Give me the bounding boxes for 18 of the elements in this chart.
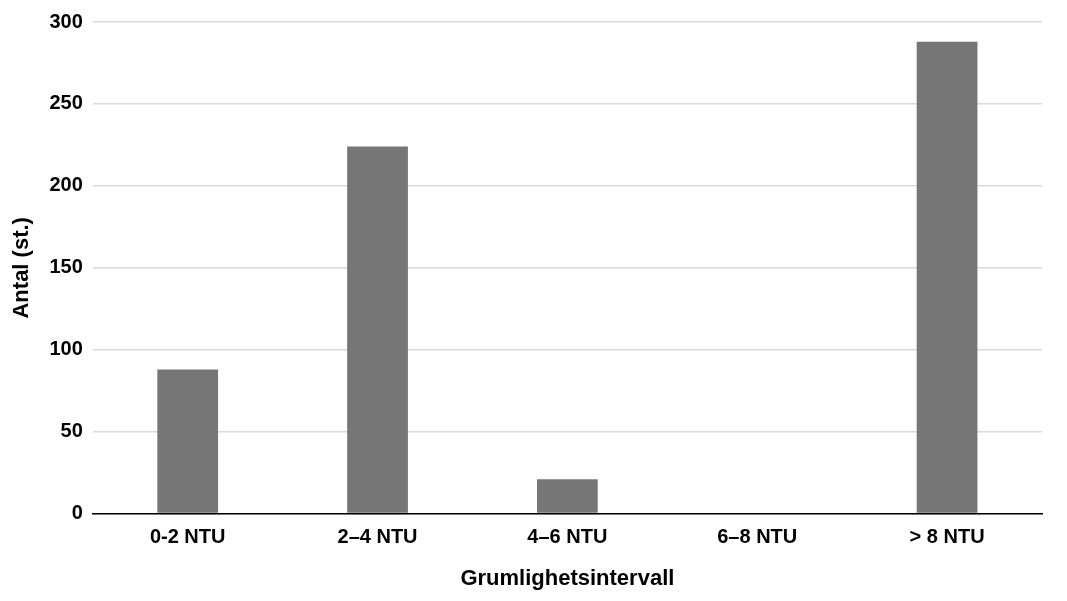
x-tick-label: 6–8 NTU [717,525,798,548]
y-tick-label: 300 [49,9,83,32]
x-axis-title: Grumlighetsintervall [460,564,675,590]
x-tick-label: 2–4 NTU [337,525,418,548]
y-tick-label: 50 [60,419,83,442]
x-tick-label: > 8 NTU [909,525,985,548]
x-tick-label: 4–6 NTU [527,525,608,548]
y-axis-title: Antal (st.) [8,217,34,319]
y-tick-label: 250 [49,91,83,114]
y-tick-label: 150 [49,255,83,278]
y-tick-label: 100 [49,337,83,360]
bar [916,41,978,513]
bar [537,479,598,513]
y-tick-label: 0 [71,501,83,524]
x-tick-label: 0-2 NTU [149,525,226,548]
y-tick-label: 200 [49,173,83,196]
bar [347,146,408,513]
bar [157,369,219,513]
